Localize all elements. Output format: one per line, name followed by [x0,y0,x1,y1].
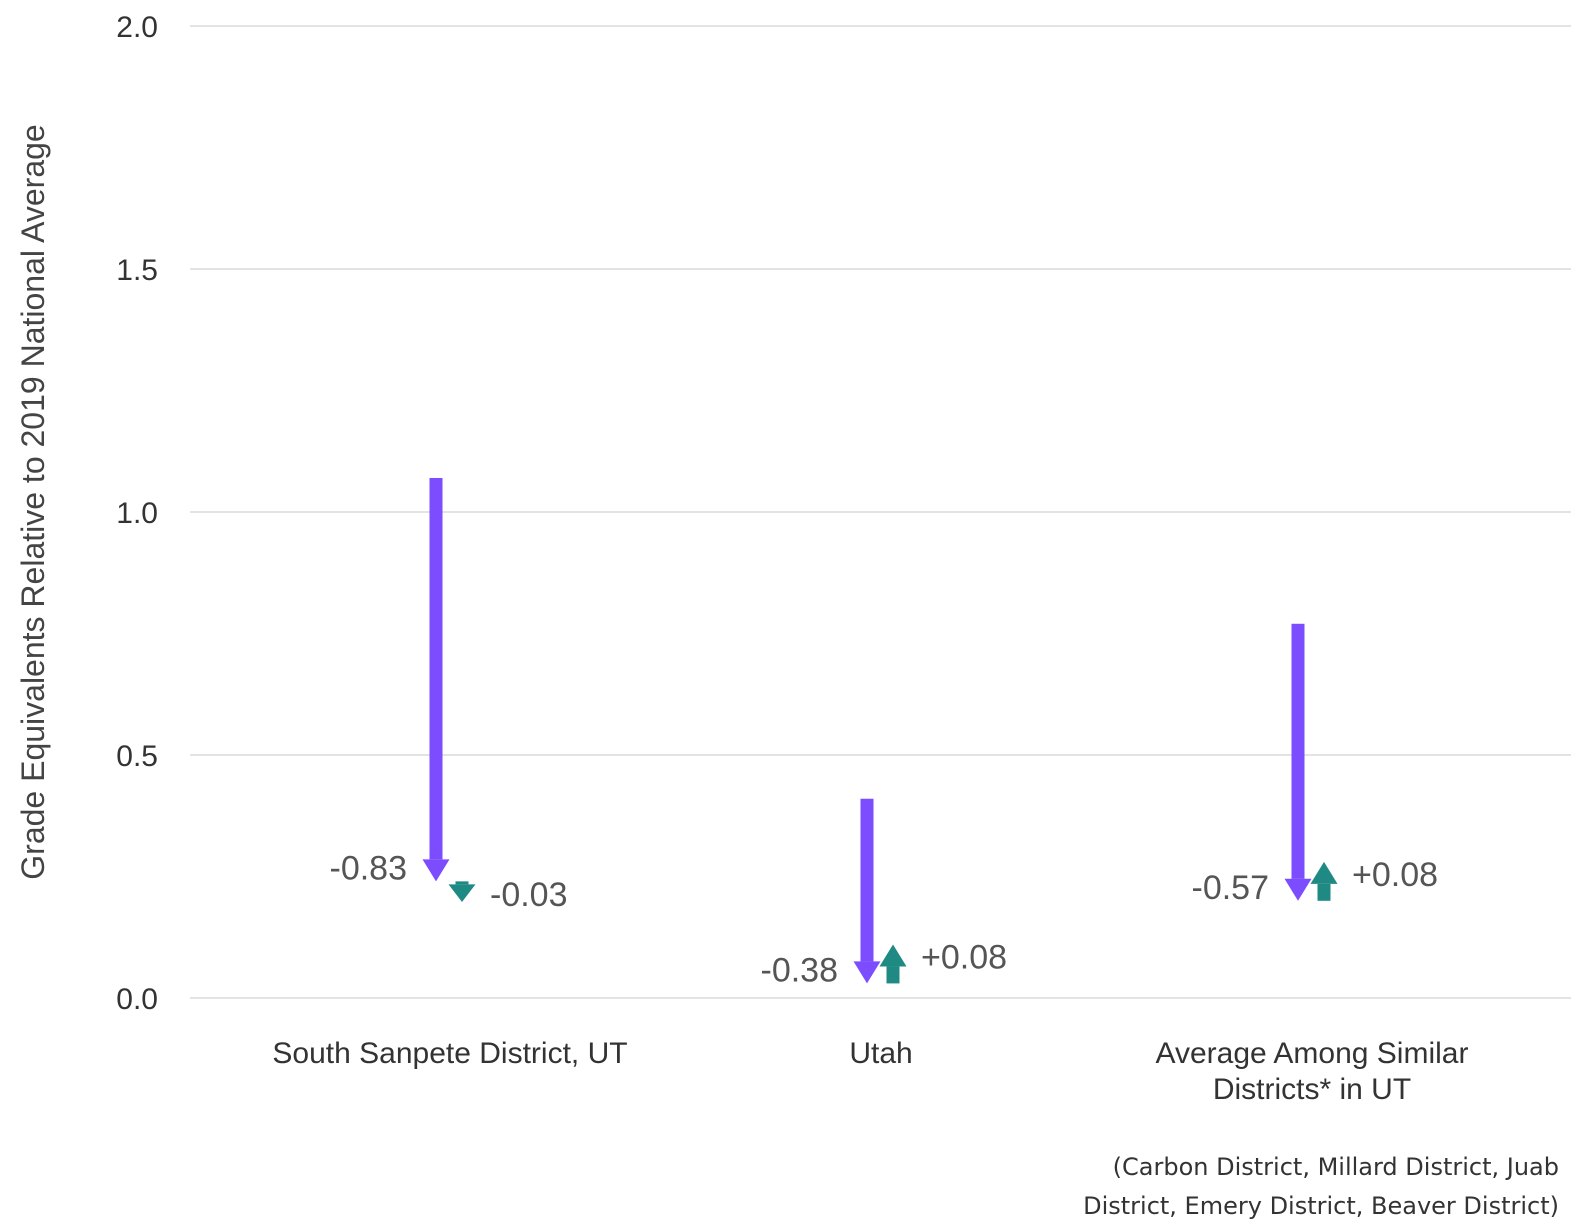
x-category-label-line: Utah [849,1037,912,1070]
value-labels: -0.83 -0.38 -0.57 -0.03 +0.08 +0.08 [330,849,1439,989]
arrow-shaft [455,881,469,885]
x-category-label-line: Districts* in UT [1213,1073,1411,1106]
second-change-arrow [448,881,476,902]
first-change-arrow [1284,623,1312,901]
arrow-head [879,944,907,967]
x-category-label-line: South Sanpete District, UT [272,1037,627,1070]
footnote-line: (Carbon District, Millard District, Juab [1113,1153,1559,1181]
first-change-arrow [853,798,881,984]
arrows [422,477,1338,984]
y-tick-label: 0.0 [116,983,158,1016]
first-change-arrow [422,477,450,882]
footnote-line: District, Emery District, Beaver Distric… [1083,1192,1559,1220]
x-category-label-line: Average Among Similar [1156,1037,1469,1070]
second-change-label: -0.03 [490,876,568,914]
arrow-shaft [1317,883,1331,901]
y-axis-title: Grade Equivalents Relative to 2019 Natio… [15,124,51,879]
grid-lines [190,25,1571,999]
x-category-label: South Sanpete District, UT [272,1037,627,1070]
y-tick-label: 0.5 [116,740,158,773]
arrow-head [448,884,476,902]
y-axis-ticks: 0.0 0.5 1.0 1.5 2.0 [116,11,158,1016]
second-change-arrow [1310,861,1338,901]
first-change-label: -0.83 [330,849,408,887]
arrow-head [1284,878,1312,901]
arrow-head [422,859,450,882]
footnote: (Carbon District, Millard District, Juab… [1083,1153,1559,1220]
first-change-label: -0.57 [1192,869,1270,907]
arrow-shaft [1291,623,1305,879]
second-change-label: +0.08 [921,939,1007,977]
second-change-arrow [879,944,907,984]
arrow-head [1310,861,1338,884]
y-tick-label: 1.0 [116,497,158,530]
y-tick-label: 1.5 [116,254,158,287]
x-category-label: Average Among Similar Districts* in UT [1156,1037,1469,1106]
arrow-shaft [429,477,443,860]
arrow-head [853,961,881,984]
y-tick-label: 2.0 [116,11,158,44]
arrow-shaft [860,798,874,962]
second-change-label: +0.08 [1352,856,1438,894]
arrow-shaft [886,966,900,984]
x-category-label: Utah [849,1037,912,1070]
x-axis-categories: South Sanpete District, UT Utah Average Am… [272,1037,1468,1106]
first-change-label: -0.38 [761,951,839,989]
